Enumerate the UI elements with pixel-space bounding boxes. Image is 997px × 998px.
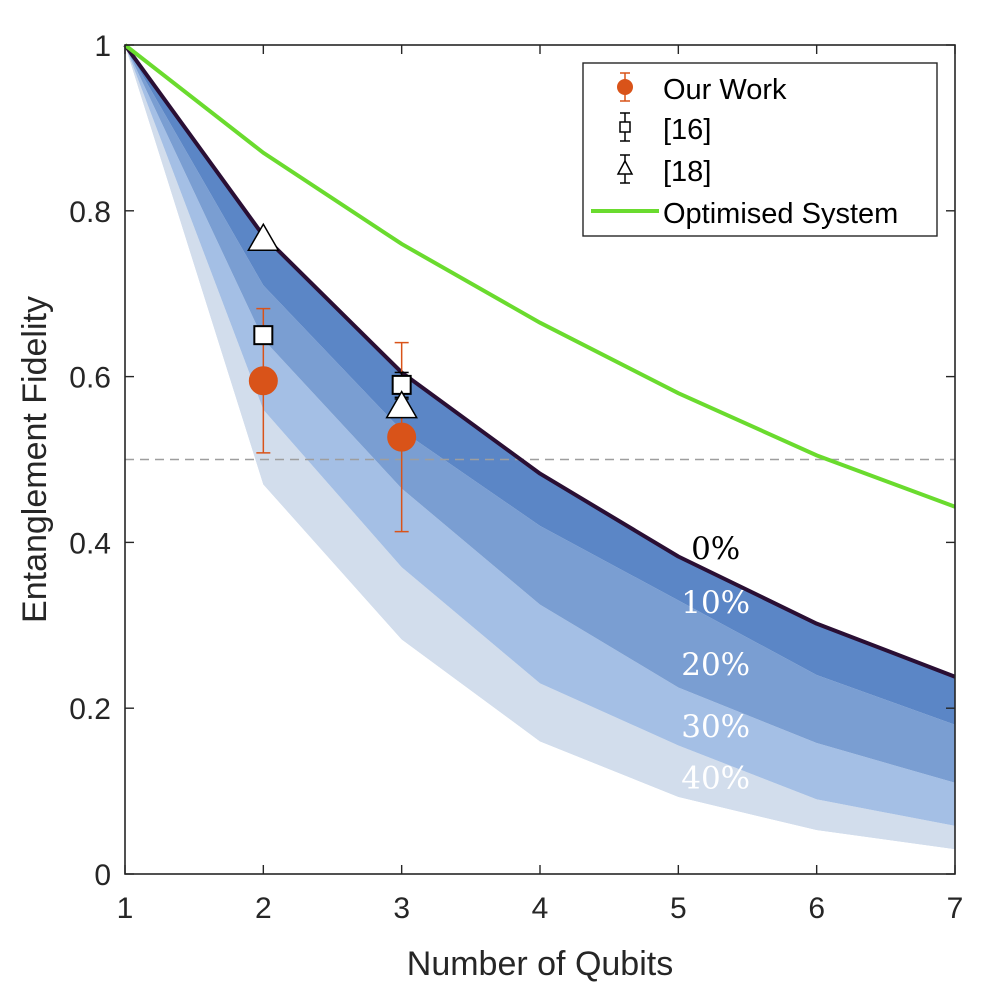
our-work-point-0 <box>248 366 278 396</box>
ref16-point-0 <box>253 325 274 346</box>
band-20pct <box>125 45 955 826</box>
y-tick-label: 0.4 <box>69 527 111 560</box>
legend-ref18-marker <box>616 159 634 175</box>
legend-box <box>582 62 938 237</box>
x-tick-label: 3 <box>393 892 410 925</box>
x-tick-label: 2 <box>255 892 272 925</box>
legend-label: Optimised System <box>663 198 898 230</box>
x-axis-title: Number of Qubits <box>407 945 673 983</box>
legend-our-work-marker <box>617 79 633 95</box>
legend-label: [18] <box>663 156 711 188</box>
series-markers <box>247 222 418 533</box>
band-40pct-region <box>125 45 955 850</box>
legend-label: [16] <box>663 114 711 146</box>
band-10pct <box>125 45 955 783</box>
y-tick-label: 0.6 <box>69 362 111 395</box>
band-0pct <box>125 45 955 725</box>
band-label-20pct: 20% <box>681 647 750 683</box>
legend-label: Our Work <box>663 74 787 106</box>
band-label-30pct: 30% <box>681 709 750 745</box>
y-tick-label: 0 <box>94 859 111 892</box>
x-tick-label: 7 <box>947 892 964 925</box>
x-tick-label: 5 <box>670 892 687 925</box>
x-tick-label: 1 <box>117 892 134 925</box>
fidelity-bands <box>125 45 955 850</box>
our-work-point-1 <box>387 422 417 452</box>
legend: Our Work [16] [18] Optimised System <box>582 62 938 237</box>
x-tick-label: 6 <box>808 892 825 925</box>
ref18-point-0 <box>247 222 280 251</box>
y-tick-label: 0.8 <box>69 196 111 229</box>
y-tick-label: 1 <box>94 30 111 63</box>
legend-ref16-marker <box>619 121 631 133</box>
band-label-0pct: 0% <box>691 531 740 567</box>
y-axis-title: Entanglement Fidelity <box>16 296 54 623</box>
x-tick-label: 4 <box>532 892 549 925</box>
optimised-system-line <box>123 43 956 509</box>
band-label-10pct: 10% <box>681 585 750 621</box>
y-tick-label: 0.2 <box>69 693 111 726</box>
band-labels: 0% 10% 20% 30% 40% <box>681 531 750 797</box>
ref18-point-1 <box>385 390 418 419</box>
axes: 1 2 3 4 5 6 7 0 0.2 0.4 0.6 0.8 1 Number of Qubits Ent… <box>16 30 963 983</box>
band-label-40pct: 40% <box>681 761 750 797</box>
